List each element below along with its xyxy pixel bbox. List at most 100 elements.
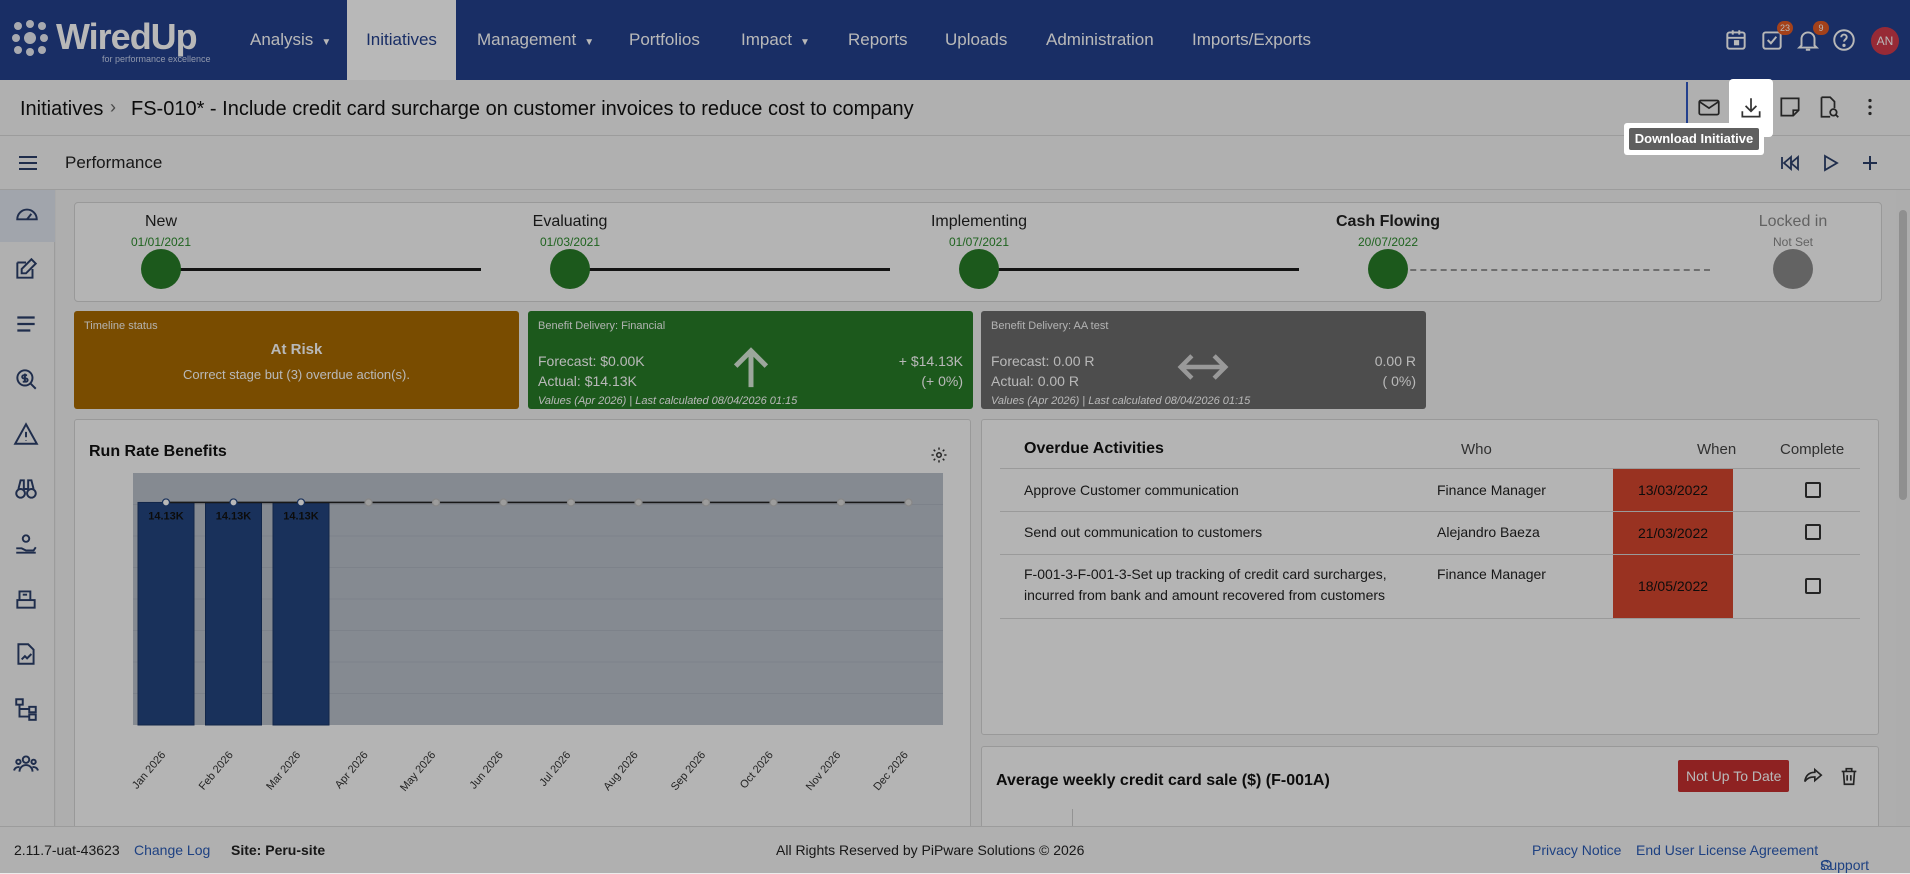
x-tick-label: Jan 2026: [130, 749, 168, 791]
hamburger-icon[interactable]: [16, 151, 40, 175]
measure-title: Average weekly credit card sale ($) (F-0…: [996, 772, 1330, 789]
activity-name[interactable]: Approve Customer communication: [1024, 482, 1239, 498]
nav-analysis[interactable]: Analysis ▼: [250, 30, 332, 49]
chart-bar: [272, 501, 330, 726]
line-point: [769, 498, 778, 507]
hierarchy-icon[interactable]: [13, 696, 41, 724]
help-icon[interactable]: [1831, 27, 1857, 53]
chart-bar: [205, 501, 262, 726]
activity-when: 21/03/2022: [1613, 512, 1733, 554]
register-icon[interactable]: [13, 586, 41, 614]
hand-coin-icon[interactable]: [13, 531, 41, 559]
tooltip-text: Download Initiative: [1629, 128, 1759, 150]
wiredup-logo[interactable]: WiredUp for performance excellence: [12, 16, 217, 68]
nav-initiatives[interactable]: Initiatives: [347, 0, 456, 80]
privacy-link[interactable]: Privacy Notice: [1532, 842, 1622, 858]
chevron-down-icon: ▼: [584, 37, 595, 48]
note-icon[interactable]: [1777, 94, 1807, 122]
activity-name[interactable]: F-001-3-F-001-3-Set up tracking of credi…: [1024, 566, 1387, 603]
card-label: Timeline status: [84, 320, 158, 332]
stage-connector: [572, 268, 890, 271]
x-tick-label: Sep 2026: [669, 749, 708, 793]
bell-icon[interactable]: 9: [1795, 21, 1829, 53]
add-icon[interactable]: [1858, 151, 1882, 175]
complete-checkbox[interactable]: [1805, 524, 1821, 540]
bar-data-label: 14.13K: [216, 510, 252, 522]
stage-dot-new[interactable]: [141, 249, 181, 289]
x-tick-label: Dec 2026: [871, 749, 910, 793]
nav-uploads[interactable]: Uploads: [945, 30, 1008, 49]
delta-value: + $14.13K: [898, 353, 963, 369]
scrollbar-thumb[interactable]: [1899, 210, 1907, 500]
run-rate-panel: Run Rate Benefits 14.13K 14.13K 14.13K Jan …: [74, 419, 971, 826]
edit-icon[interactable]: [13, 256, 41, 284]
gear-icon[interactable]: [930, 446, 948, 464]
actual-value: Actual: $14.13K: [538, 373, 637, 389]
tasks-icon[interactable]: 23: [1759, 21, 1793, 53]
vertical-scrollbar[interactable]: [1896, 190, 1910, 826]
stage-dot-cash-flowing[interactable]: [1368, 249, 1408, 289]
panel-title: Overdue Activities: [1024, 440, 1164, 457]
nav-portfolios[interactable]: Portfolios: [629, 30, 700, 49]
chart-bar: [137, 501, 195, 726]
line-point: [836, 498, 846, 507]
warning-icon[interactable]: [13, 421, 41, 449]
row-divider: [1000, 618, 1860, 619]
complete-checkbox[interactable]: [1805, 482, 1821, 498]
share-icon[interactable]: [1802, 765, 1824, 787]
stage-name: Evaluating: [532, 213, 608, 230]
document-search-icon[interactable]: [1815, 94, 1845, 122]
document-chart-icon[interactable]: [13, 641, 41, 669]
calendar-icon[interactable]: [1723, 27, 1749, 53]
more-vertical-icon[interactable]: [1857, 94, 1887, 122]
nav-reports[interactable]: Reports: [848, 30, 908, 49]
bar-data-label: 14.13K: [283, 510, 319, 522]
line-point: [701, 498, 711, 507]
measure-status-badge[interactable]: Not Up To Date: [1678, 760, 1790, 792]
site-text: Site: Peru-site: [231, 842, 326, 858]
chevron-right-icon: ›: [110, 97, 116, 117]
delta-percent: ( 0%): [1382, 373, 1416, 389]
line-point: [566, 498, 576, 507]
nav-management[interactable]: Management ▼: [477, 30, 595, 49]
nav-imports-exports[interactable]: Imports/Exports: [1192, 30, 1312, 49]
timeline-detail: Correct stage but (3) overdue action(s).: [183, 367, 410, 382]
changelog-link[interactable]: Change Log: [134, 842, 211, 858]
nav-impact[interactable]: Impact ▼: [741, 30, 810, 49]
user-avatar[interactable]: AN: [1871, 27, 1899, 55]
mail-icon[interactable]: [1696, 94, 1726, 122]
nav-administration[interactable]: Administration: [1046, 30, 1154, 49]
x-tick-label: Mar 2026: [264, 749, 303, 792]
support-label: Support: [1820, 857, 1870, 873]
aa-test-benefit-card[interactable]: Benefit Delivery: AA test Forecast: 0.00…: [981, 311, 1426, 409]
section-title: Performance: [65, 153, 163, 172]
row-divider: [1000, 554, 1860, 555]
stage-dot-implementing[interactable]: [959, 249, 999, 289]
complete-checkbox[interactable]: [1805, 578, 1821, 594]
team-icon[interactable]: [13, 751, 41, 779]
list-icon[interactable]: [13, 311, 41, 339]
main-content: New 01/01/2021 Evaluating 01/03/2021 Imp…: [56, 190, 1910, 826]
eula-link[interactable]: End User License Agreement: [1636, 842, 1819, 858]
sidebar-item-performance[interactable]: [0, 190, 55, 242]
x-tick-label: Aug 2026: [601, 749, 640, 793]
financial-benefit-card[interactable]: Benefit Delivery: Financial Forecast: $0…: [528, 311, 973, 409]
stage-timeline: New 01/01/2021 Evaluating 01/03/2021 Imp…: [74, 202, 1882, 302]
binoculars-icon[interactable]: [13, 476, 41, 504]
play-icon[interactable]: [1818, 151, 1842, 175]
breadcrumb-bar: Initiatives › FS-010* - Include credit c…: [0, 80, 1910, 136]
forecast-value: Forecast: 0.00 R: [991, 353, 1095, 369]
money-search-icon[interactable]: [13, 366, 41, 394]
support-icon: ☊: [1820, 857, 1833, 873]
tour-pointer-line: [1686, 82, 1688, 124]
stage-dot-locked-in[interactable]: [1773, 249, 1813, 289]
timeline-status-card[interactable]: Timeline status At Risk Correct stage bu…: [74, 311, 519, 409]
card-footer: Values (Apr 2026) | Last calculated 08/0…: [991, 395, 1251, 407]
tooltip: Download Initiative: [1624, 123, 1764, 155]
breadcrumb-root[interactable]: Initiatives: [20, 98, 104, 120]
stage-dot-evaluating[interactable]: [550, 249, 590, 289]
rewind-icon[interactable]: [1778, 151, 1802, 175]
header-divider: [1000, 468, 1860, 469]
trash-icon[interactable]: [1838, 765, 1860, 787]
activity-name[interactable]: Send out communication to customers: [1024, 524, 1263, 540]
